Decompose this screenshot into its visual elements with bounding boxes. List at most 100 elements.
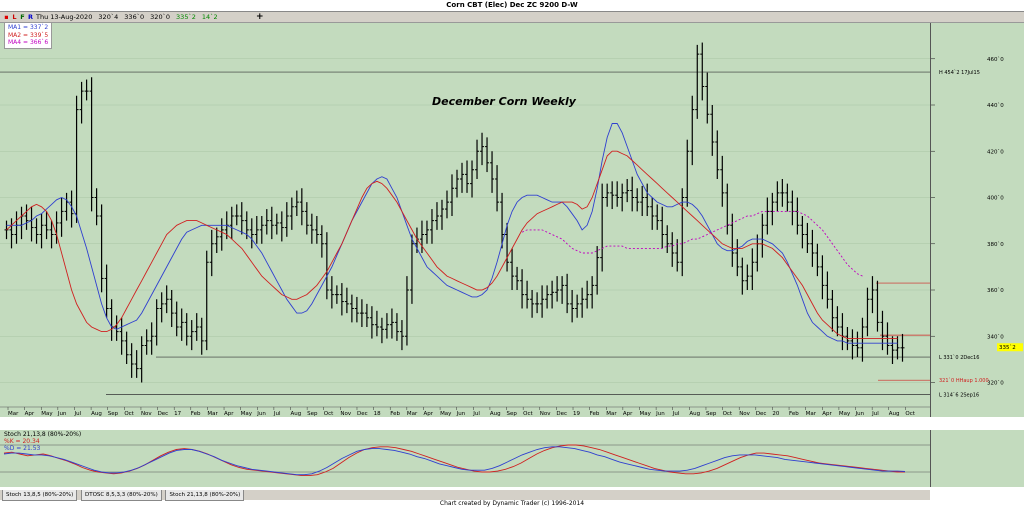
x-tick-label: Jul (472, 411, 480, 417)
price-bar (229, 206, 234, 240)
price-bar (610, 181, 615, 210)
price-bar (59, 197, 64, 237)
price-bar (129, 343, 134, 378)
stochastic-axis (930, 430, 1024, 487)
x-tick-label: Apr (224, 411, 234, 417)
add-icon[interactable]: + (256, 12, 264, 22)
price-bar (735, 239, 740, 277)
toolbar-button-l[interactable]: L (12, 13, 17, 21)
stoch-d: %D = 21.53 (4, 445, 41, 452)
price-bar (895, 336, 900, 360)
price-bar (700, 42, 705, 101)
quote-low: 320`0 (150, 13, 170, 21)
price-bar (540, 285, 545, 318)
price-bar (800, 216, 805, 249)
price-bar (525, 280, 530, 309)
y-tick-label: 380`0 (987, 242, 1004, 248)
price-bar (374, 310, 379, 337)
price-bar (164, 285, 169, 314)
x-tick-label: Sep (507, 411, 518, 417)
price-bar (665, 225, 670, 253)
price-bar (399, 320, 404, 351)
price-bar (214, 227, 219, 253)
x-tick-label: Apr (822, 411, 832, 417)
x-tick-label: Sep (706, 411, 717, 417)
price-bar (455, 169, 460, 198)
price-bar (655, 204, 660, 230)
price-chart[interactable]: Mar Apr May Jun Jul Aug Sep Oct Nov Dec 17 Feb Mar Ap… (0, 23, 930, 417)
price-bar (249, 218, 254, 249)
stochastic-chart[interactable] (0, 430, 930, 487)
price-bar (204, 250, 209, 351)
price-bar (530, 290, 535, 318)
toolbar-button-f[interactable]: F (20, 13, 25, 21)
price-bar (520, 269, 525, 309)
price-bar (465, 160, 470, 193)
price-bar (835, 306, 840, 337)
price-bar (575, 294, 580, 318)
price-bar (284, 202, 289, 237)
x-tick-label: Apr (623, 411, 633, 417)
stoch-d-line (3, 446, 906, 476)
price-bar (14, 211, 19, 244)
price-bar (109, 299, 114, 341)
quote-change: 14`2 (201, 13, 218, 21)
price-bar (124, 331, 129, 364)
price-bar (104, 264, 109, 318)
price-bar (875, 280, 880, 332)
stochastic-panel[interactable] (0, 430, 930, 487)
price-panel[interactable]: Mar Apr May Jun Jul Aug Sep Oct Nov Dec 17 Feb Mar Ap… (0, 23, 930, 417)
x-tick-label: Sep (108, 411, 119, 417)
price-bar (69, 190, 74, 228)
price-bar (219, 218, 224, 251)
price-bar (890, 336, 895, 364)
price-bar (690, 95, 695, 166)
price-bar (24, 204, 29, 230)
x-tick-label: Sep (307, 411, 318, 417)
price-bar (560, 276, 565, 304)
price-bar (695, 44, 700, 119)
price-bar (570, 290, 575, 323)
price-bar (274, 213, 279, 235)
price-bar (424, 220, 429, 244)
x-tick-label: Nov (540, 411, 551, 417)
price-bar (815, 243, 820, 277)
indicator-tabs: Stoch 13,8,5 (80%-20%) DTOSC 8,5,3,3 (80… (0, 490, 930, 501)
price-bar (334, 285, 339, 304)
toolbar-button-r[interactable]: R (27, 13, 33, 21)
price-bar (715, 130, 720, 179)
price-bar (309, 213, 314, 244)
y-tick-label: 440`0 (987, 103, 1004, 109)
price-bar (64, 192, 69, 221)
price-bar (94, 188, 99, 226)
price-bar (429, 209, 434, 244)
price-bar (99, 204, 104, 293)
price-bar (810, 229, 815, 267)
price-bar (154, 299, 159, 346)
toolbar: ▪ L F R Thu 13-Aug-2020 320`4 336`0 320`… (0, 12, 1024, 23)
price-bar (344, 287, 349, 314)
price-bar (670, 232, 675, 267)
tab-stoch-21-13-8[interactable]: Stoch 21,13,8 (80%-20%) (165, 490, 245, 501)
price-bar (339, 283, 344, 316)
x-tick-label: Jul (871, 411, 879, 417)
price-bar (640, 185, 645, 216)
price-bar (565, 273, 570, 314)
price-bar (490, 151, 495, 193)
price-bar (480, 132, 485, 166)
x-tick-label: Apr (423, 411, 433, 417)
x-tick-label: Jun (456, 411, 466, 417)
x-tick-label: Dec (357, 411, 368, 417)
minimize-icon[interactable]: ▪ (4, 13, 9, 21)
price-bar (745, 264, 750, 290)
x-tick-label: Mar (606, 411, 617, 417)
x-tick-label: Nov (141, 411, 152, 417)
price-bar (870, 276, 875, 314)
price-bar (805, 222, 810, 253)
quote-date: Thu 13-Aug-2020 (36, 13, 93, 21)
low2-annotation: L 314`6 2Sep16 (939, 393, 979, 399)
price-bar (740, 257, 745, 295)
x-tick-label: Jun (855, 411, 865, 417)
price-axis-svg: 320`0 340`0 360`0 380`0 400`0 420`0 440`0 460`0… (931, 57, 1023, 399)
x-tick-label: 19 (573, 411, 580, 417)
